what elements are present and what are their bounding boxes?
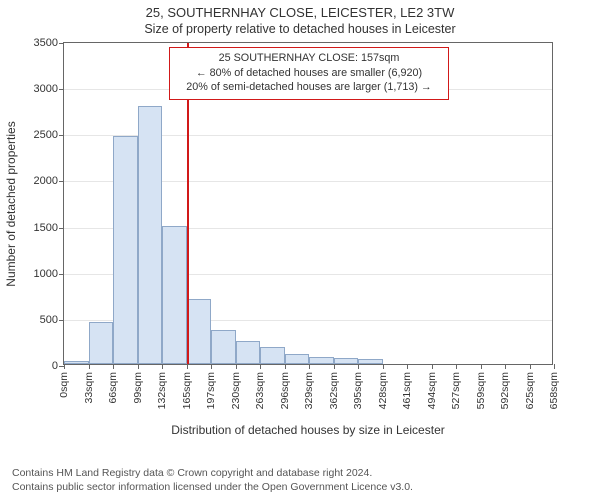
x-tick-mark (505, 364, 506, 369)
x-tick-mark (285, 364, 286, 369)
histogram-chart: 05001000150020002500300035000sqm33sqm66s… (63, 42, 553, 365)
footer-attribution: Contains HM Land Registry data © Crown c… (12, 466, 413, 494)
y-tick-label: 500 (40, 314, 58, 326)
x-tick-mark (89, 364, 90, 369)
x-tick-mark (211, 364, 212, 369)
y-tick-label: 1500 (34, 222, 58, 234)
histogram-bar (309, 357, 334, 364)
y-tick-mark (59, 43, 64, 44)
x-tick-label: 263sqm (254, 372, 266, 409)
x-tick-mark (113, 364, 114, 369)
x-tick-label: 395sqm (352, 372, 364, 409)
histogram-bar (334, 358, 359, 364)
y-axis-title: Number of detached properties (4, 121, 18, 286)
x-tick-label: 0sqm (58, 372, 70, 398)
x-tick-mark (334, 364, 335, 369)
y-tick-label: 2000 (34, 175, 58, 187)
legend-line: 20% of semi-detached houses are larger (… (178, 80, 440, 95)
y-tick-mark (59, 181, 64, 182)
histogram-bar (89, 322, 114, 364)
x-tick-mark (456, 364, 457, 369)
x-tick-mark (358, 364, 359, 369)
y-tick-label: 1000 (34, 268, 58, 280)
y-tick-label: 0 (52, 360, 58, 372)
x-tick-label: 559sqm (475, 372, 487, 409)
histogram-bar (162, 226, 187, 364)
x-tick-mark (530, 364, 531, 369)
x-tick-mark (162, 364, 163, 369)
x-axis-title: Distribution of detached houses by size … (63, 423, 553, 437)
page-subtitle: Size of property relative to detached ho… (0, 22, 600, 36)
x-tick-label: 658sqm (548, 372, 560, 409)
x-tick-label: 461sqm (401, 372, 413, 409)
x-tick-mark (481, 364, 482, 369)
y-tick-mark (59, 89, 64, 90)
x-tick-mark (407, 364, 408, 369)
histogram-bar (113, 136, 138, 364)
x-tick-label: 494sqm (426, 372, 438, 409)
x-tick-mark (236, 364, 237, 369)
x-tick-label: 99sqm (132, 372, 144, 404)
legend-line: 25 SOUTHERNHAY CLOSE: 157sqm (178, 51, 440, 66)
x-tick-label: 230sqm (230, 372, 242, 409)
y-tick-mark (59, 274, 64, 275)
x-tick-label: 296sqm (279, 372, 291, 409)
footer-line-2: Contains public sector information licen… (12, 480, 413, 494)
y-tick-mark (59, 228, 64, 229)
x-tick-mark (187, 364, 188, 369)
y-tick-mark (59, 320, 64, 321)
x-tick-label: 329sqm (303, 372, 315, 409)
x-tick-label: 428sqm (377, 372, 389, 409)
histogram-bar (236, 341, 261, 364)
histogram-bar (260, 347, 285, 364)
x-tick-label: 165sqm (181, 372, 193, 409)
histogram-bar (187, 299, 212, 364)
x-tick-mark (554, 364, 555, 369)
footer-line-1: Contains HM Land Registry data © Crown c… (12, 466, 413, 480)
y-tick-label: 2500 (34, 129, 58, 141)
x-tick-mark (260, 364, 261, 369)
y-tick-label: 3500 (34, 37, 58, 49)
histogram-bar (138, 106, 163, 364)
x-tick-label: 592sqm (499, 372, 511, 409)
x-tick-label: 33sqm (83, 372, 95, 404)
page-title: 25, SOUTHERNHAY CLOSE, LEICESTER, LE2 3T… (0, 0, 600, 20)
x-tick-label: 132sqm (156, 372, 168, 409)
legend-box: 25 SOUTHERNHAY CLOSE: 157sqm← 80% of det… (169, 47, 449, 100)
y-tick-mark (59, 135, 64, 136)
x-tick-label: 197sqm (205, 372, 217, 409)
x-tick-mark (432, 364, 433, 369)
x-tick-label: 66sqm (107, 372, 119, 404)
y-tick-label: 3000 (34, 83, 58, 95)
x-tick-label: 625sqm (524, 372, 536, 409)
histogram-bar (64, 361, 89, 364)
x-tick-mark (309, 364, 310, 369)
x-tick-label: 527sqm (450, 372, 462, 409)
histogram-bar (285, 354, 310, 364)
histogram-bar (211, 330, 236, 364)
legend-line: ← 80% of detached houses are smaller (6,… (178, 66, 440, 81)
histogram-bar (358, 359, 383, 364)
x-tick-mark (138, 364, 139, 369)
x-tick-mark (64, 364, 65, 369)
x-tick-label: 362sqm (328, 372, 340, 409)
x-tick-mark (383, 364, 384, 369)
